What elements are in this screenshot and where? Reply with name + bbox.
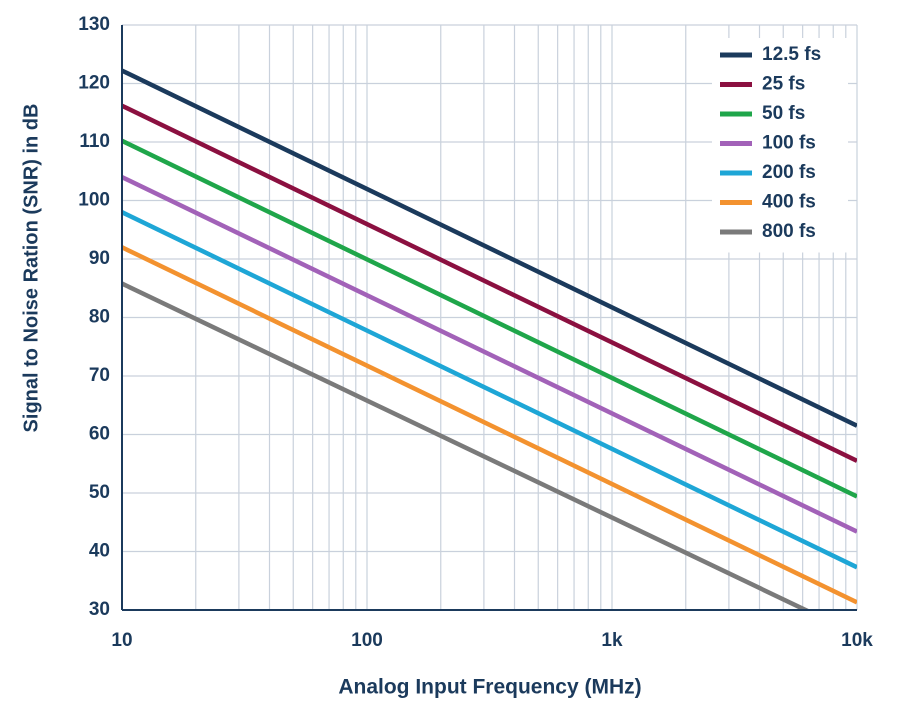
x-tick-label: 10k <box>841 630 873 651</box>
y-tick-label: 110 <box>79 131 110 152</box>
series-line <box>122 281 811 610</box>
x-tick-label: 1k <box>601 630 623 651</box>
y-tick-label: 90 <box>89 248 110 269</box>
series-line <box>122 210 857 570</box>
y-tick-label: 70 <box>89 365 110 386</box>
y-tick-label: 120 <box>78 73 110 94</box>
series-line <box>122 175 857 534</box>
y-tick-label: 40 <box>89 541 110 562</box>
legend: 12.5 fs 25 fs 50 fs 100 fs 200 fs 400 fs 800 f… <box>712 38 848 253</box>
y-tick-label: 50 <box>89 482 110 503</box>
axes: 30 40 50 60 70 80 90 100 110 120 130 10 100 1k 10k <box>78 14 873 651</box>
legend-label: 25 fs <box>762 74 805 95</box>
y-tick-label: 130 <box>78 14 110 35</box>
series-line <box>122 68 857 428</box>
x-tick-label: 100 <box>351 630 383 651</box>
y-tick-label: 30 <box>89 599 110 620</box>
series-line <box>122 138 857 499</box>
legend-label: 12.5 fs <box>762 44 821 65</box>
plot-lines <box>122 68 857 610</box>
legend-label: 800 fs <box>762 221 816 242</box>
x-tick-label: 10 <box>111 630 132 651</box>
legend-label: 200 fs <box>762 162 816 183</box>
legend-label: 100 fs <box>762 133 816 154</box>
y-tick-label: 80 <box>89 307 110 328</box>
x-axis-label: Analog Input Frequency (MHz) <box>338 676 641 699</box>
y-tick-label: 100 <box>78 190 110 211</box>
series-line <box>122 245 857 605</box>
series-line <box>122 103 857 463</box>
legend-label: 400 fs <box>762 192 816 213</box>
legend-label: 50 fs <box>762 103 805 124</box>
y-axis-label: Signal to Noise Ration (SNR) in dB <box>20 104 42 433</box>
y-tick-label: 60 <box>89 424 110 445</box>
